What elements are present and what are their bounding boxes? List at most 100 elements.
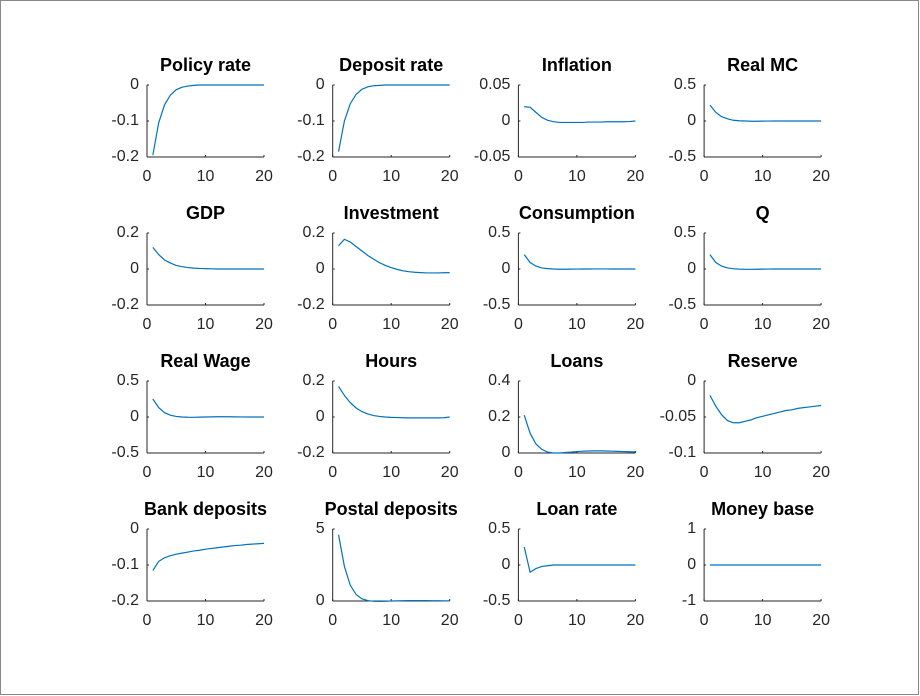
x-tick-label: 10 — [197, 168, 215, 185]
y-tick-label: -0.2 — [111, 296, 139, 313]
x-tick-label: 0 — [514, 316, 523, 333]
y-tick-label: -0.5 — [669, 148, 697, 165]
x-tick-label: 20 — [627, 168, 645, 185]
y-tick-label: 0.05 — [479, 76, 510, 93]
y-tick-label: -0.05 — [660, 408, 697, 425]
x-tick-label: 20 — [812, 612, 830, 629]
y-tick-label: 0 — [130, 408, 139, 425]
x-tick-label: 0 — [514, 168, 523, 185]
x-tick-label: 0 — [514, 464, 523, 481]
x-tick-label: 20 — [441, 316, 459, 333]
series-line — [709, 254, 822, 270]
x-tick-label: 0 — [700, 464, 709, 481]
y-tick-label: 0.5 — [488, 520, 510, 537]
y-tick-label: -0.5 — [483, 296, 511, 313]
y-tick-label: -0.2 — [111, 592, 139, 609]
y-tick-label: 0 — [316, 260, 325, 277]
x-tick-label: 20 — [627, 316, 645, 333]
y-tick-label: 0.2 — [302, 372, 324, 389]
y-tick-label: -1 — [682, 592, 696, 609]
y-tick-label: 0 — [501, 444, 510, 461]
x-tick-label: 0 — [514, 612, 523, 629]
y-tick-label: 0 — [687, 112, 696, 129]
y-tick-label: -0.2 — [111, 148, 139, 165]
x-tick-label: 10 — [754, 464, 772, 481]
x-tick-label: 10 — [197, 612, 215, 629]
y-tick-label: 0 — [130, 520, 139, 537]
x-tick-label: 20 — [255, 316, 273, 333]
x-tick-label: 10 — [197, 316, 215, 333]
series-line — [338, 238, 450, 274]
y-tick-label: 0.5 — [117, 372, 139, 389]
subplot-title: Postal deposits — [325, 499, 458, 519]
y-tick-label: 0.5 — [674, 224, 696, 241]
y-tick-label: 0 — [687, 372, 696, 389]
x-tick-label: 0 — [700, 168, 709, 185]
x-tick-label: 0 — [700, 316, 709, 333]
y-tick-label: -0.5 — [111, 444, 139, 461]
x-tick-label: 20 — [812, 168, 830, 185]
y-tick-label: 0 — [130, 260, 139, 277]
x-tick-label: 20 — [441, 464, 459, 481]
y-tick-label: -0.2 — [297, 444, 325, 461]
subplot-title: Bank deposits — [144, 499, 267, 519]
x-tick-label: 10 — [568, 316, 586, 333]
series-line — [523, 546, 636, 574]
x-tick-label: 10 — [382, 168, 400, 185]
y-tick-label: 1 — [687, 520, 696, 537]
y-tick-label: 0 — [130, 76, 139, 93]
series-line — [524, 106, 636, 124]
subplot-title: Policy rate — [160, 55, 251, 75]
x-tick-label: 20 — [627, 612, 645, 629]
x-tick-label: 0 — [143, 464, 152, 481]
y-tick-label: -0.1 — [297, 112, 325, 129]
x-tick-label: 10 — [382, 464, 400, 481]
y-tick-label: -0.2 — [297, 296, 325, 313]
y-tick-label: 0 — [687, 556, 696, 573]
x-tick-label: 0 — [143, 168, 152, 185]
y-tick-label: 0 — [316, 408, 325, 425]
x-tick-label: 0 — [328, 168, 337, 185]
series-line — [523, 415, 636, 454]
subplot-title: Loans — [550, 351, 603, 371]
x-tick-label: 20 — [812, 464, 830, 481]
x-tick-label: 10 — [382, 316, 400, 333]
x-tick-label: 10 — [568, 464, 586, 481]
x-tick-label: 10 — [568, 612, 586, 629]
y-tick-label: -0.1 — [669, 444, 697, 461]
x-tick-label: 0 — [328, 464, 337, 481]
y-tick-label: 0 — [501, 112, 510, 129]
x-tick-label: 10 — [568, 168, 586, 185]
subplot-title: Real MC — [727, 55, 798, 75]
x-tick-label: 10 — [754, 612, 772, 629]
y-tick-label: 0 — [687, 260, 696, 277]
series-line — [709, 104, 822, 122]
subplot-title: Hours — [365, 351, 417, 371]
x-tick-label: 20 — [255, 612, 273, 629]
y-tick-label: 0.2 — [488, 408, 510, 425]
subplot-title: Deposit rate — [339, 55, 443, 75]
series-line — [338, 386, 450, 419]
x-tick-label: 20 — [627, 464, 645, 481]
y-tick-label: 0 — [316, 592, 325, 609]
series-line — [709, 395, 822, 424]
x-tick-label: 0 — [328, 612, 337, 629]
x-tick-label: 10 — [754, 168, 772, 185]
y-tick-label: -0.1 — [111, 112, 139, 129]
subplot-title: Money base — [711, 499, 814, 519]
y-tick-label: 0.5 — [488, 224, 510, 241]
x-tick-label: 0 — [143, 316, 152, 333]
y-tick-label: -0.05 — [474, 148, 511, 165]
subplot-title: Investment — [344, 203, 439, 223]
subplot-title: Loan rate — [536, 499, 617, 519]
x-tick-label: 20 — [812, 316, 830, 333]
series-line — [337, 534, 450, 603]
series-line — [152, 84, 264, 156]
y-tick-label: -0.2 — [297, 148, 325, 165]
y-tick-label: 0 — [501, 260, 510, 277]
subplot-title: Q — [756, 203, 770, 223]
x-tick-label: 10 — [754, 316, 772, 333]
x-tick-label: 20 — [441, 168, 459, 185]
